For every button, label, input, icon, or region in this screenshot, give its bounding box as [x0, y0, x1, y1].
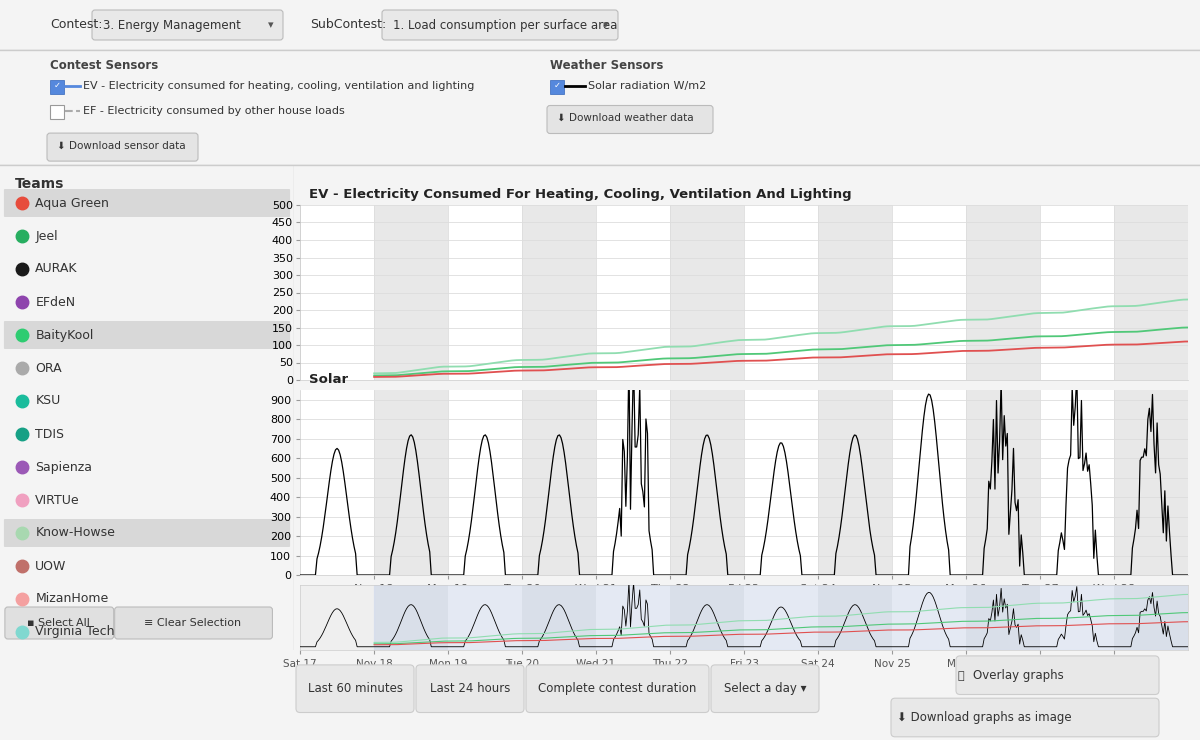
FancyBboxPatch shape — [956, 656, 1159, 695]
FancyBboxPatch shape — [92, 10, 283, 40]
Bar — [670, 585, 744, 650]
Bar — [522, 390, 596, 575]
Text: Last 24 hours: Last 24 hours — [430, 682, 510, 695]
Text: Overlay graphs: Overlay graphs — [973, 669, 1063, 682]
Bar — [966, 205, 1040, 380]
FancyBboxPatch shape — [382, 10, 618, 40]
Text: Sapienza: Sapienza — [35, 460, 92, 474]
Bar — [1114, 585, 1188, 650]
Bar — [670, 390, 744, 575]
Bar — [818, 390, 892, 575]
Text: Solar radiation W/m2: Solar radiation W/m2 — [588, 81, 707, 90]
FancyBboxPatch shape — [4, 321, 290, 349]
FancyBboxPatch shape — [890, 699, 1159, 737]
FancyBboxPatch shape — [115, 607, 272, 639]
Bar — [50, 105, 64, 119]
Text: Weather Sensors: Weather Sensors — [550, 59, 664, 73]
FancyBboxPatch shape — [5, 607, 114, 639]
Text: Teams: Teams — [14, 177, 64, 191]
Bar — [550, 80, 564, 94]
Text: ▾: ▾ — [604, 20, 608, 30]
FancyBboxPatch shape — [547, 106, 713, 133]
Text: ⬇ Download graphs as image: ⬇ Download graphs as image — [898, 711, 1072, 724]
Text: EF - Electricity consumed by other house loads: EF - Electricity consumed by other house… — [83, 106, 344, 116]
Text: Aqua Green: Aqua Green — [35, 197, 109, 209]
FancyBboxPatch shape — [4, 189, 290, 217]
Text: BaityKool: BaityKool — [35, 329, 94, 341]
Text: ✓: ✓ — [54, 81, 60, 90]
Bar — [374, 390, 448, 575]
Text: TDIS: TDIS — [35, 428, 65, 440]
Text: ORA: ORA — [35, 362, 62, 374]
Text: ▪ Select All: ▪ Select All — [28, 618, 90, 628]
Text: EV - Electricity consumed for heating, cooling, ventilation and lighting: EV - Electricity consumed for heating, c… — [83, 81, 474, 90]
Bar — [1114, 390, 1188, 575]
Bar — [374, 205, 448, 380]
Text: Solar: Solar — [308, 373, 348, 386]
Bar — [374, 585, 448, 650]
Text: ≡ Clear Selection: ≡ Clear Selection — [144, 618, 241, 628]
Bar — [966, 390, 1040, 575]
Text: MizanHome: MizanHome — [35, 593, 108, 605]
Text: Select a day ▾: Select a day ▾ — [724, 682, 806, 695]
Text: EV - Electricity Consumed For Heating, Cooling, Ventilation And Lighting: EV - Electricity Consumed For Heating, C… — [308, 188, 852, 201]
FancyBboxPatch shape — [296, 665, 414, 713]
Text: Complete contest duration: Complete contest duration — [539, 682, 697, 695]
Text: 1. Load consumption per surface area: 1. Load consumption per surface area — [394, 18, 617, 32]
Text: Contest:: Contest: — [50, 18, 102, 32]
FancyBboxPatch shape — [526, 665, 709, 713]
Text: EFdeN: EFdeN — [35, 295, 76, 309]
FancyBboxPatch shape — [710, 665, 818, 713]
Text: AURAK: AURAK — [35, 263, 78, 275]
Text: ✓: ✓ — [553, 81, 560, 90]
FancyBboxPatch shape — [416, 665, 524, 713]
Bar — [818, 585, 892, 650]
Text: ⬇ Download sensor data: ⬇ Download sensor data — [58, 141, 186, 150]
Text: Virginia Tech: Virginia Tech — [35, 625, 115, 639]
Bar — [966, 585, 1040, 650]
Bar — [670, 205, 744, 380]
FancyBboxPatch shape — [47, 133, 198, 161]
Text: VIRTUe: VIRTUe — [35, 494, 80, 506]
Text: SubContest:: SubContest: — [310, 18, 386, 32]
Text: 3. Energy Management: 3. Energy Management — [103, 18, 241, 32]
FancyBboxPatch shape — [4, 519, 290, 547]
Bar — [374, 585, 1188, 650]
Bar — [1114, 205, 1188, 380]
Bar — [50, 80, 64, 94]
Text: KSU: KSU — [35, 394, 60, 408]
Bar — [818, 205, 892, 380]
Text: Know-Howse: Know-Howse — [35, 526, 115, 539]
Text: Last 60 minutes: Last 60 minutes — [307, 682, 402, 695]
Bar — [522, 205, 596, 380]
Text: ⬇ Download weather data: ⬇ Download weather data — [557, 112, 694, 123]
Text: ⛷: ⛷ — [958, 670, 964, 681]
Text: Jeel: Jeel — [35, 229, 58, 243]
Text: ▾: ▾ — [268, 20, 274, 30]
Bar — [522, 585, 596, 650]
Text: UOW: UOW — [35, 559, 67, 573]
Text: Contest Sensors: Contest Sensors — [50, 59, 158, 73]
